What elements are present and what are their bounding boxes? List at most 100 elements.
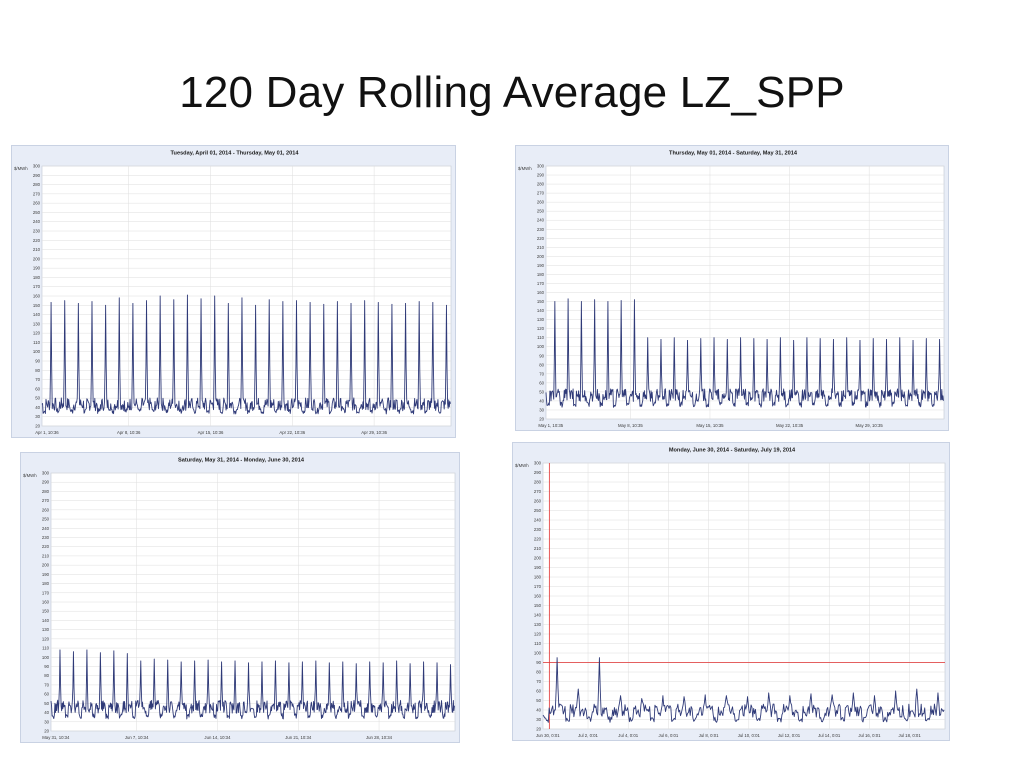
y-tick-label: 270 [534,489,542,494]
daily-peak-point [255,304,256,306]
daily-peak-point [248,662,249,664]
chart-svg-june: Saturday, May 31, 2014 - Monday, June 30… [23,458,456,740]
y-tick-label: 230 [42,535,50,540]
daily-peak-point [620,300,622,301]
y-tick-label: 100 [534,651,542,656]
x-tick-label: Jun 21, 10:34 [285,735,312,740]
y-tick-label: 300 [537,164,545,169]
y-tick-label: 220 [33,238,41,243]
y-tick-label: 230 [537,227,545,232]
daily-peak-point [227,303,229,304]
daily-peak-point [64,300,66,301]
y-tick-label: 240 [33,219,41,224]
daily-peak-point [118,297,120,299]
daily-peak-point [207,659,209,661]
y-tick-label: 180 [42,581,50,586]
daily-peak-point [432,302,434,303]
y-tick-label: 240 [537,218,545,223]
daily-peak-point [634,299,635,301]
y-tick-label: 90 [44,664,49,669]
y-tick-label: 20 [539,417,544,422]
x-tick-label: May 22, 10:35 [776,423,804,428]
daily-peak-point [328,662,330,664]
y-tick-label: 150 [534,603,542,608]
y-tick-label: 130 [33,321,41,326]
chart-svg-april: Tuesday, April 01, 2014 - Thursday, May … [14,151,452,435]
y-tick-label: 60 [539,380,544,385]
daily-peak-point [350,303,352,304]
daily-peak-point [234,660,236,662]
daily-peak-point [577,688,579,690]
daily-peak-point [780,337,781,339]
y-tick-label: 150 [537,299,545,304]
chart-title: Monday, June 30, 2014 - Saturday, July 1… [669,448,796,454]
daily-peak-point [753,338,755,339]
y-tick-label: 90 [536,660,541,665]
daily-peak-point [396,660,397,662]
daily-peak-point [73,651,74,653]
x-tick-label: Jun 7, 10:34 [125,735,149,740]
daily-peak-point [369,661,371,663]
y-axis-label: $/MWh [14,166,28,171]
y-tick-label: 170 [42,590,50,595]
x-tick-label: May 1, 10:35 [538,423,563,428]
daily-peak-point [200,298,202,300]
daily-peak-point [567,298,569,300]
x-tick-label: May 31, 10:34 [42,735,70,740]
daily-peak-point [859,340,861,341]
daily-peak-point [662,695,664,697]
daily-peak-point [687,340,688,341]
daily-peak-point [261,661,263,663]
y-tick-label: 70 [35,377,40,382]
y-tick-label: 40 [44,710,49,715]
y-tick-label: 180 [33,275,41,280]
chart-svg-july: Monday, June 30, 2014 - Saturday, July 1… [515,448,946,738]
y-tick-label: 60 [536,689,541,694]
y-tick-label: 20 [44,729,49,734]
y-tick-label: 80 [536,670,541,675]
y-tick-label: 290 [537,173,545,178]
y-tick-label: 120 [33,331,41,336]
y-tick-label: 290 [42,480,50,485]
x-tick-label: Jul 10, 0:01 [738,733,761,738]
y-tick-label: 270 [537,191,545,196]
daily-peak-point [78,303,79,304]
chart-title: Saturday, May 31, 2014 - Monday, June 30… [178,458,305,464]
daily-peak-point [423,661,424,663]
y-tick-label: 50 [35,396,40,401]
y-tick-label: 300 [33,164,41,169]
series-line [542,657,945,723]
series-line [545,298,944,408]
y-tick-label: 260 [537,200,545,205]
daily-peak-point [194,660,195,662]
daily-peak-point [146,300,147,301]
y-tick-label: 160 [537,290,545,295]
chart-panel-may: Thursday, May 01, 2014 - Saturday, May 3… [515,145,949,431]
y-tick-label: 40 [539,398,544,403]
daily-peak-point [704,694,706,696]
y-tick-label: 210 [42,553,50,558]
daily-peak-point [302,661,303,663]
daily-peak-point [91,301,93,302]
y-tick-label: 190 [534,565,542,570]
daily-peak-point [309,302,311,303]
daily-peak-point [105,304,106,306]
y-tick-label: 50 [44,701,49,706]
y-tick-label: 150 [33,303,41,308]
daily-peak-point [641,698,643,699]
daily-peak-point [700,338,702,339]
x-tick-label: Jun 28, 10:34 [366,735,393,740]
x-tick-label: Jul 8, 0:01 [699,733,719,738]
daily-peak-point [173,299,175,301]
daily-peak-point [937,692,939,694]
y-tick-label: 270 [33,191,41,196]
y-tick-label: 260 [33,201,41,206]
y-axis-label: $/MWh [23,473,37,478]
y-tick-label: 110 [534,641,541,646]
y-tick-label: 150 [42,609,50,614]
y-tick-label: 30 [35,414,40,419]
y-tick-label: 170 [33,284,41,289]
daily-peak-point [713,337,715,339]
y-tick-label: 190 [537,263,545,268]
y-tick-label: 80 [35,368,40,373]
